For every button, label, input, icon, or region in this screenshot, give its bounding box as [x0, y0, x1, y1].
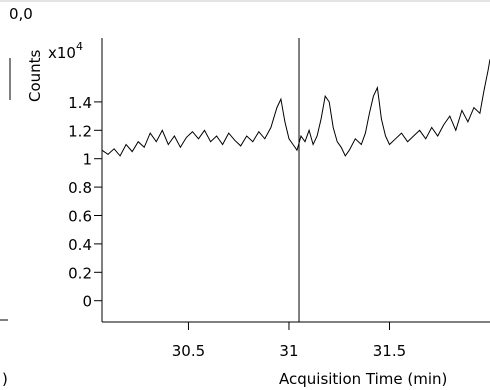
chromatogram-trace	[101, 59, 490, 157]
y-tick-label-0: 0	[82, 293, 92, 311]
y-axis-title: Counts	[26, 49, 44, 102]
x-axis-title: Acquisition Time (min)	[279, 370, 447, 388]
x-ticks: 30.5 31 31.5	[172, 322, 406, 360]
y-tick-label-2: 0.4	[68, 236, 92, 254]
left-panel-fragment-text: )	[2, 370, 8, 388]
y-tick-label-7: 1.4	[68, 94, 92, 112]
x-tick-label-1: 31	[279, 342, 298, 360]
y-ticks: 0 0.2 0.4 0.6 0.8 1 1.2 1.4	[68, 94, 102, 311]
corner-label: 0,0	[9, 5, 33, 23]
x-tick-label-2: 31.5	[373, 342, 406, 360]
x-tick-label-0: 30.5	[172, 342, 205, 360]
y-tick-label-5: 1	[82, 151, 92, 169]
y-axis-multiplier: x104	[48, 40, 83, 62]
y-tick-label-6: 1.2	[68, 122, 92, 140]
y-tick-label-4: 0.8	[68, 179, 92, 197]
y-tick-label-3: 0.6	[68, 208, 92, 226]
y-tick-label-1: 0.2	[68, 264, 92, 282]
